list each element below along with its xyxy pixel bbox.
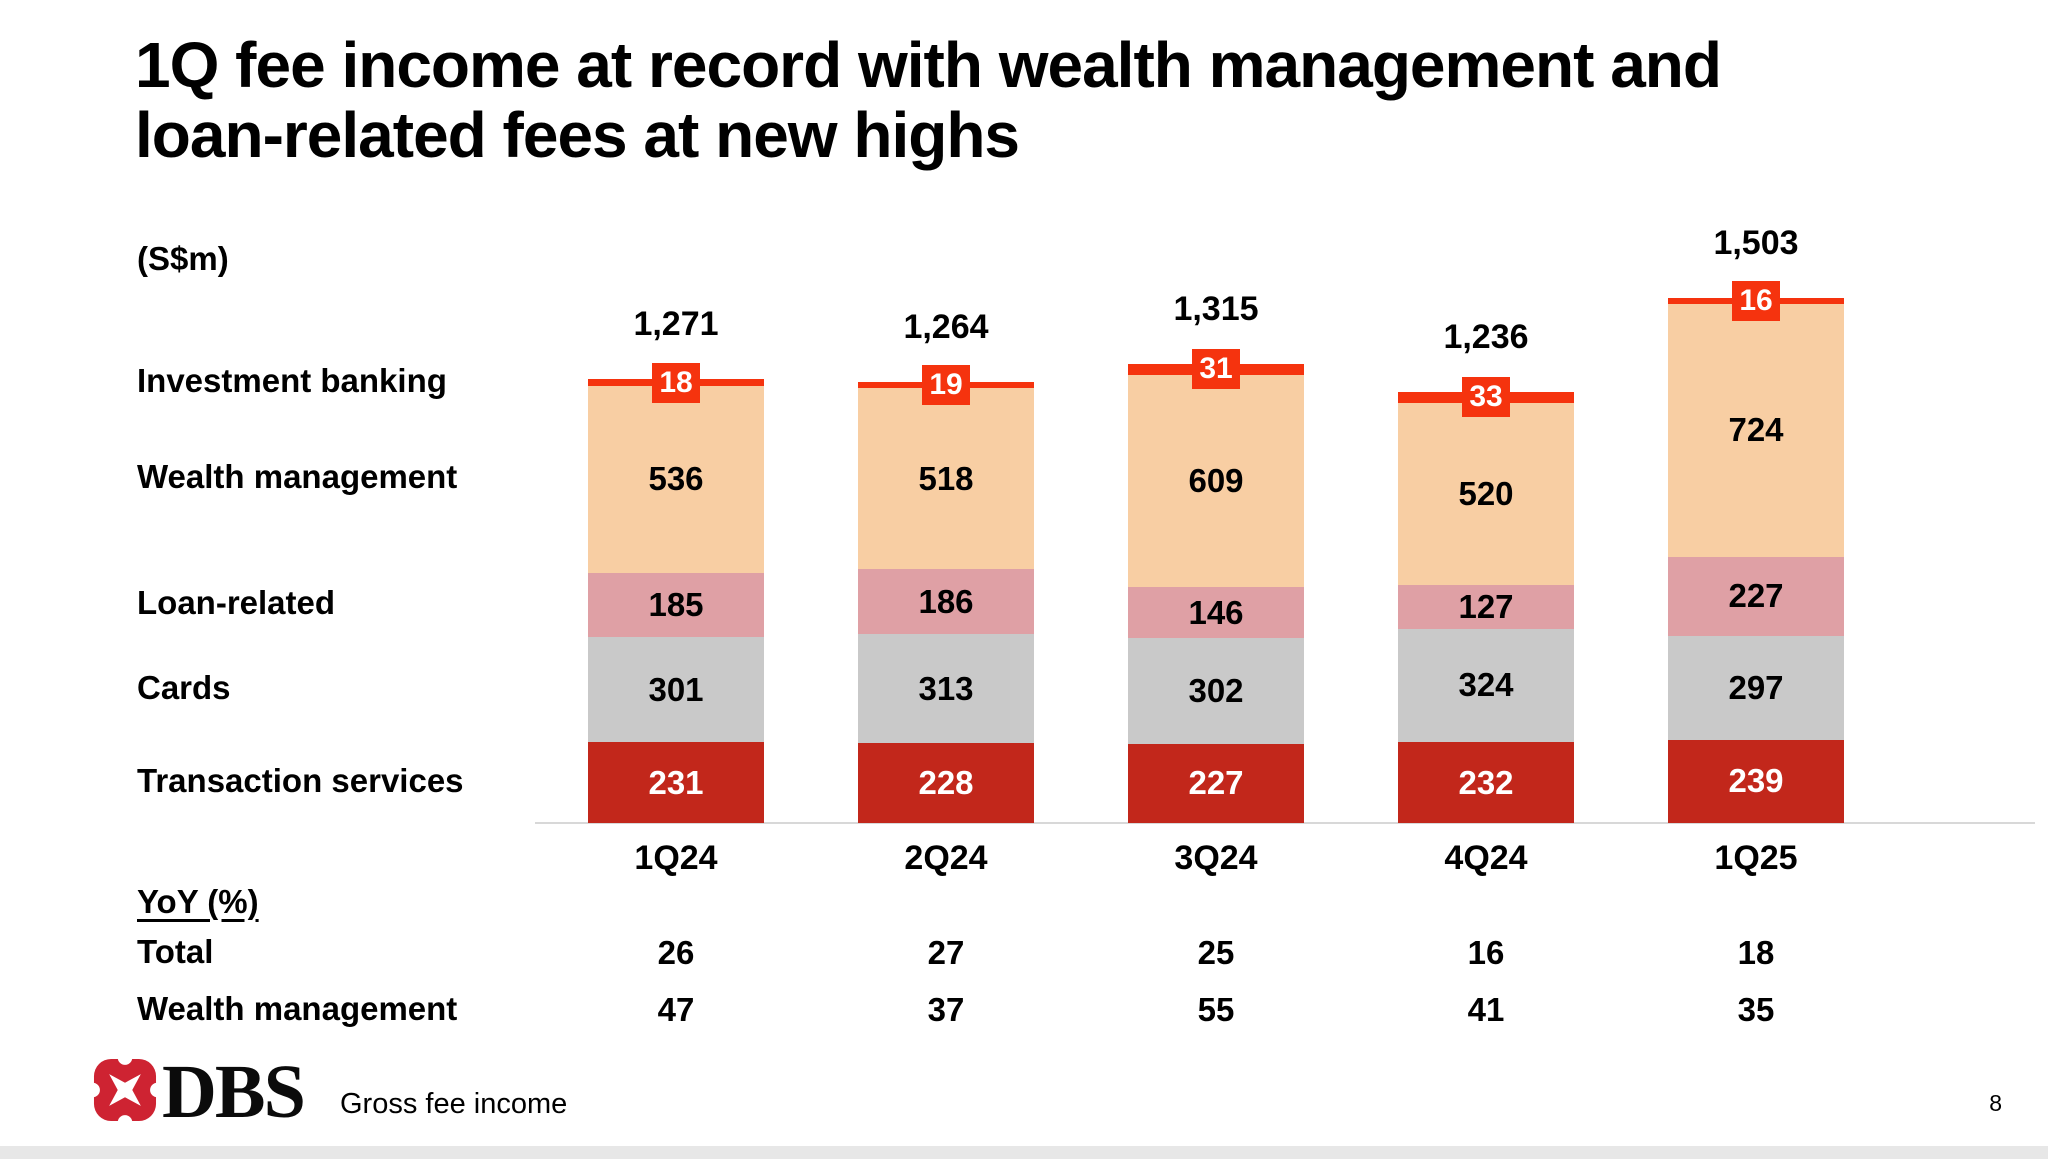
bar-total-label: 1,271 xyxy=(633,305,719,344)
yoy-value: 16 xyxy=(1467,934,1505,971)
bar-segment-transaction-services: 231 xyxy=(588,742,764,823)
slide-title: 1Q fee income at record with wealth mana… xyxy=(135,30,1835,170)
yoy-value: 41 xyxy=(1467,991,1505,1028)
yoy-value: 26 xyxy=(657,934,695,971)
yoy-value: 35 xyxy=(1737,991,1775,1028)
bar-segment-loan-related: 146 xyxy=(1128,587,1304,639)
unit-label: (S$m) xyxy=(137,240,229,277)
investment-banking-marker-box: 33 xyxy=(1462,377,1510,418)
yoy-row-label-wealth-management: Wealth management xyxy=(137,990,458,1027)
segment-value-label: 227 xyxy=(1188,764,1244,802)
bar-segment-cards: 297 xyxy=(1668,635,1844,740)
bar-total-label: 1,503 xyxy=(1713,224,1799,263)
bar-segment-cards: 324 xyxy=(1398,628,1574,743)
bar-segment-loan-related: 227 xyxy=(1668,556,1844,636)
segment-value-label: 186 xyxy=(918,582,974,620)
x-axis-label-4q24: 4Q24 xyxy=(1444,839,1528,877)
bar-segment-wealth-management: 520 xyxy=(1398,403,1574,585)
bar-segment-wealth-management: 724 xyxy=(1668,304,1844,557)
bar-segment-wealth-management: 609 xyxy=(1128,374,1304,588)
segment-value-label: 324 xyxy=(1458,666,1514,704)
segment-value-label: 185 xyxy=(648,586,704,624)
investment-banking-marker-box: 18 xyxy=(652,362,700,403)
yoy-row-label-total: Total xyxy=(137,933,214,970)
segment-value-label: 227 xyxy=(1728,577,1784,615)
bar-total-label: 1,236 xyxy=(1443,317,1529,356)
chart-caption: Gross fee income xyxy=(340,1088,568,1120)
yoy-value: 27 xyxy=(927,934,965,971)
yoy-value: 37 xyxy=(927,991,965,1028)
segment-value-label: 536 xyxy=(648,460,704,498)
series-label-loan-related: Loan-related xyxy=(137,584,336,622)
bar-segment-transaction-services: 232 xyxy=(1398,742,1574,823)
investment-banking-marker-box: 16 xyxy=(1732,281,1780,322)
bottom-strip xyxy=(0,1146,2048,1159)
bar-total-label: 1,315 xyxy=(1173,290,1259,329)
dbs-lotus-icon xyxy=(92,1056,158,1124)
bar-segment-wealth-management: 518 xyxy=(858,388,1034,570)
bar-total-label: 1,264 xyxy=(903,307,989,346)
bar-segment-cards: 302 xyxy=(1128,638,1304,744)
series-label-transaction-services: Transaction services xyxy=(137,761,464,799)
segment-value-label: 146 xyxy=(1188,593,1244,631)
slide-title-line1: 1Q fee income at record with wealth mana… xyxy=(135,29,1722,101)
dbs-logo-text: DBS xyxy=(162,1050,306,1134)
bar-segment-loan-related: 127 xyxy=(1398,584,1574,629)
x-axis-label-1q25: 1Q25 xyxy=(1714,839,1798,877)
segment-value-label: 239 xyxy=(1728,762,1784,800)
bar-segment-cards: 313 xyxy=(858,634,1034,744)
series-label-wealth-management: Wealth management xyxy=(137,458,458,496)
page-number: 8 xyxy=(1989,1090,2002,1116)
series-label-investment-banking: Investment banking xyxy=(137,361,447,399)
bar-segment-wealth-management: 536 xyxy=(588,385,764,573)
x-axis-line xyxy=(535,822,2035,824)
dbs-logo: DBS xyxy=(92,1050,306,1134)
bar-segment-transaction-services: 228 xyxy=(858,743,1034,823)
investment-banking-marker-box: 19 xyxy=(922,365,970,406)
x-axis-label-3q24: 3Q24 xyxy=(1174,839,1258,877)
x-axis-label-1q24: 1Q24 xyxy=(634,839,718,877)
series-label-cards: Cards xyxy=(137,668,231,706)
segment-value-label: 302 xyxy=(1188,672,1244,710)
yoy-value: 55 xyxy=(1197,991,1235,1028)
yoy-value: 47 xyxy=(657,991,695,1028)
segment-value-label: 127 xyxy=(1458,587,1514,625)
bar-segment-transaction-services: 239 xyxy=(1668,739,1844,823)
segment-value-label: 301 xyxy=(648,670,704,708)
segment-value-label: 724 xyxy=(1728,411,1784,449)
segment-value-label: 520 xyxy=(1458,474,1514,512)
slide-title-line2: loan-related fees at new highs xyxy=(135,99,1020,171)
segment-value-label: 297 xyxy=(1728,668,1784,706)
yoy-value: 25 xyxy=(1197,934,1235,971)
bar-segment-loan-related: 186 xyxy=(858,569,1034,635)
segment-value-label: 228 xyxy=(918,764,974,802)
investment-banking-marker-box: 31 xyxy=(1192,349,1240,390)
bar-segment-cards: 301 xyxy=(588,637,764,743)
x-axis-label-2q24: 2Q24 xyxy=(904,839,988,877)
segment-value-label: 518 xyxy=(918,459,974,497)
bar-segment-loan-related: 185 xyxy=(588,572,764,638)
yoy-heading: YoY (%) xyxy=(137,883,259,920)
bar-segment-transaction-services: 227 xyxy=(1128,743,1304,823)
yoy-value: 18 xyxy=(1737,934,1775,971)
segment-value-label: 609 xyxy=(1188,462,1244,500)
segment-value-label: 231 xyxy=(648,763,704,801)
segment-value-label: 232 xyxy=(1458,763,1514,801)
segment-value-label: 313 xyxy=(918,669,974,707)
